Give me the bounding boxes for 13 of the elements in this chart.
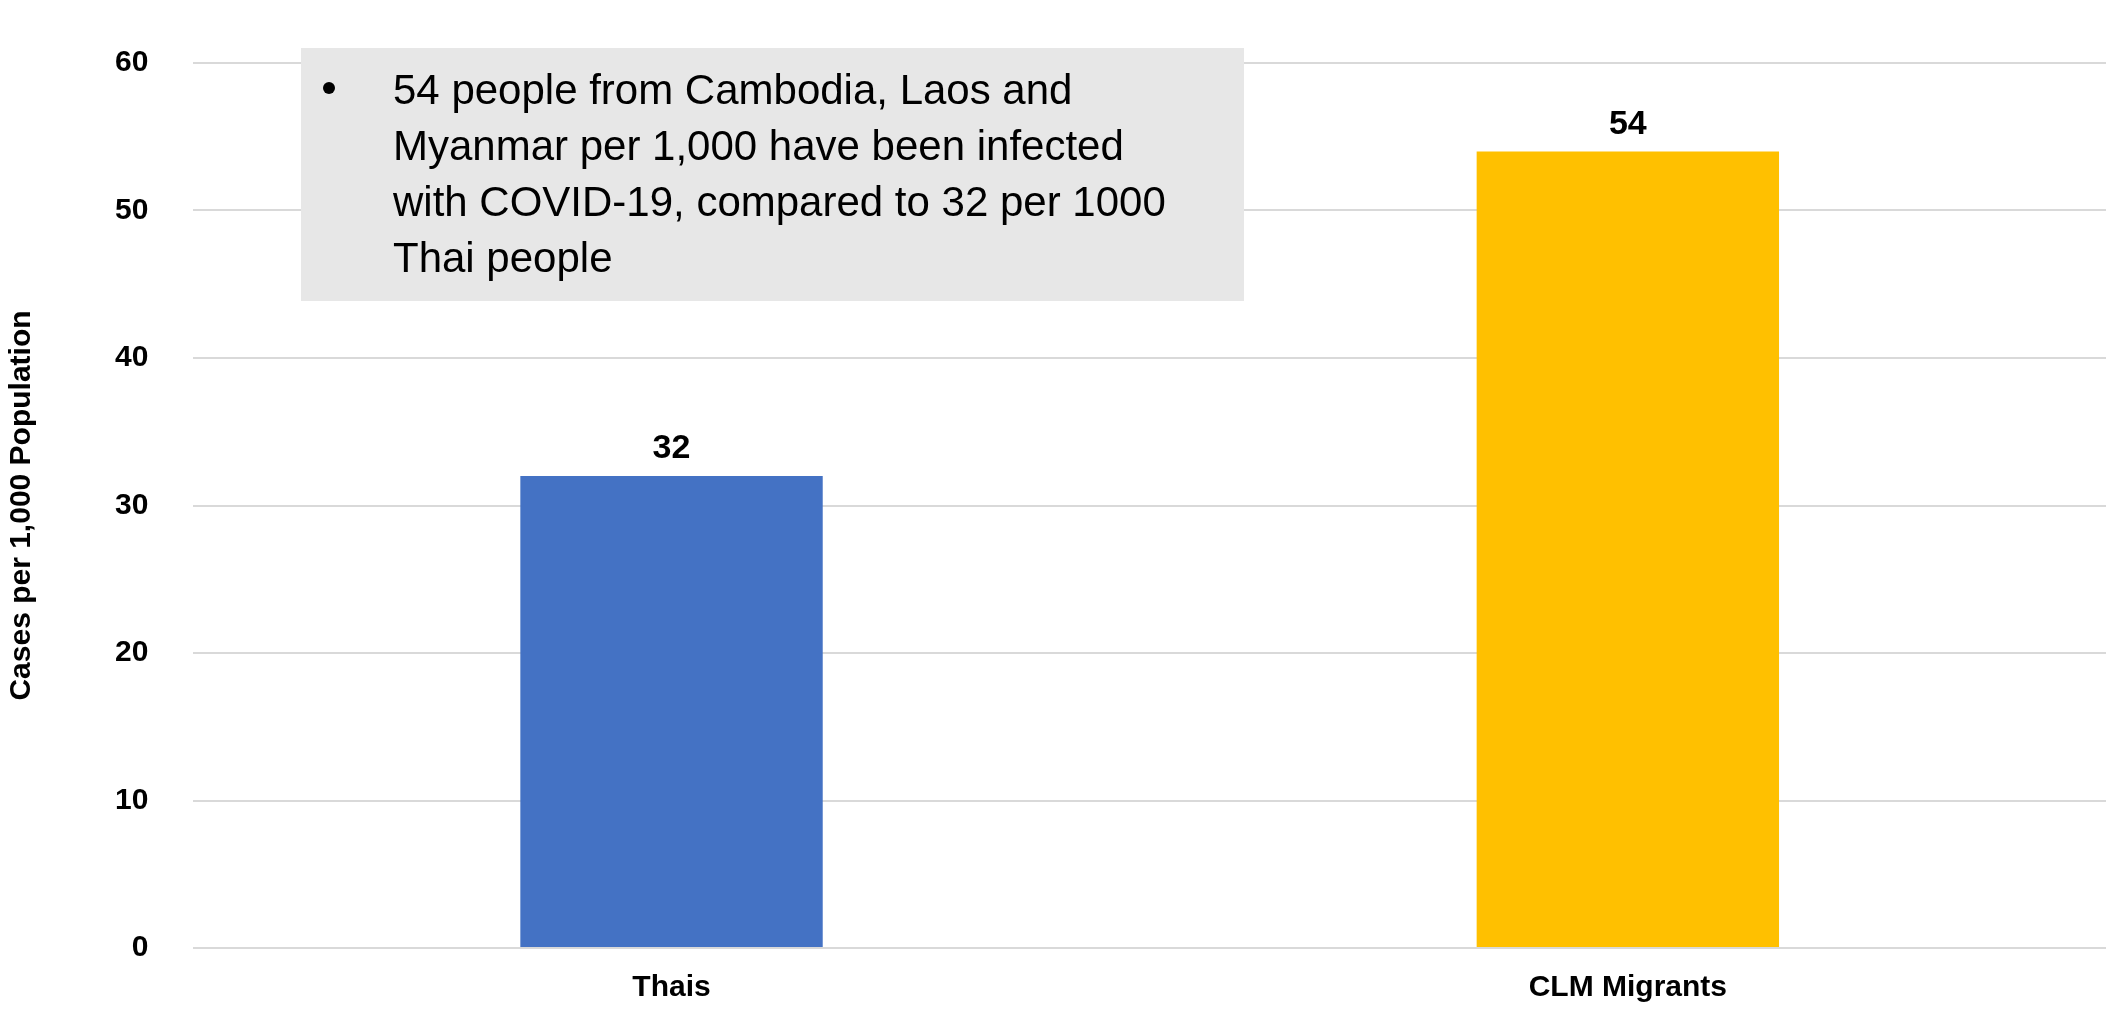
y-tick-label: 10	[114, 781, 149, 815]
annotation: 54 people from Cambodia, Laos and Myanmar per 1,000 have been infected with COVID-19, compared to 32 per 1000 Thai people	[393, 65, 1167, 283]
x-tick-label: Thais	[632, 969, 711, 1003]
y-tick-label: 20	[114, 634, 149, 668]
y-axis-title: Cases per 1,000 Population	[3, 310, 37, 701]
y-tick-label: 40	[114, 339, 149, 373]
y-tick-label: 50	[114, 191, 149, 225]
y-tick-label: 30	[114, 486, 149, 520]
x-tick-label: CLM Migrants	[1528, 969, 1728, 1003]
y-tick-label: 60	[114, 44, 149, 78]
y-tick-label: 0	[131, 929, 149, 963]
data-label: 54	[1608, 102, 1647, 141]
data-label: 32	[652, 427, 691, 466]
